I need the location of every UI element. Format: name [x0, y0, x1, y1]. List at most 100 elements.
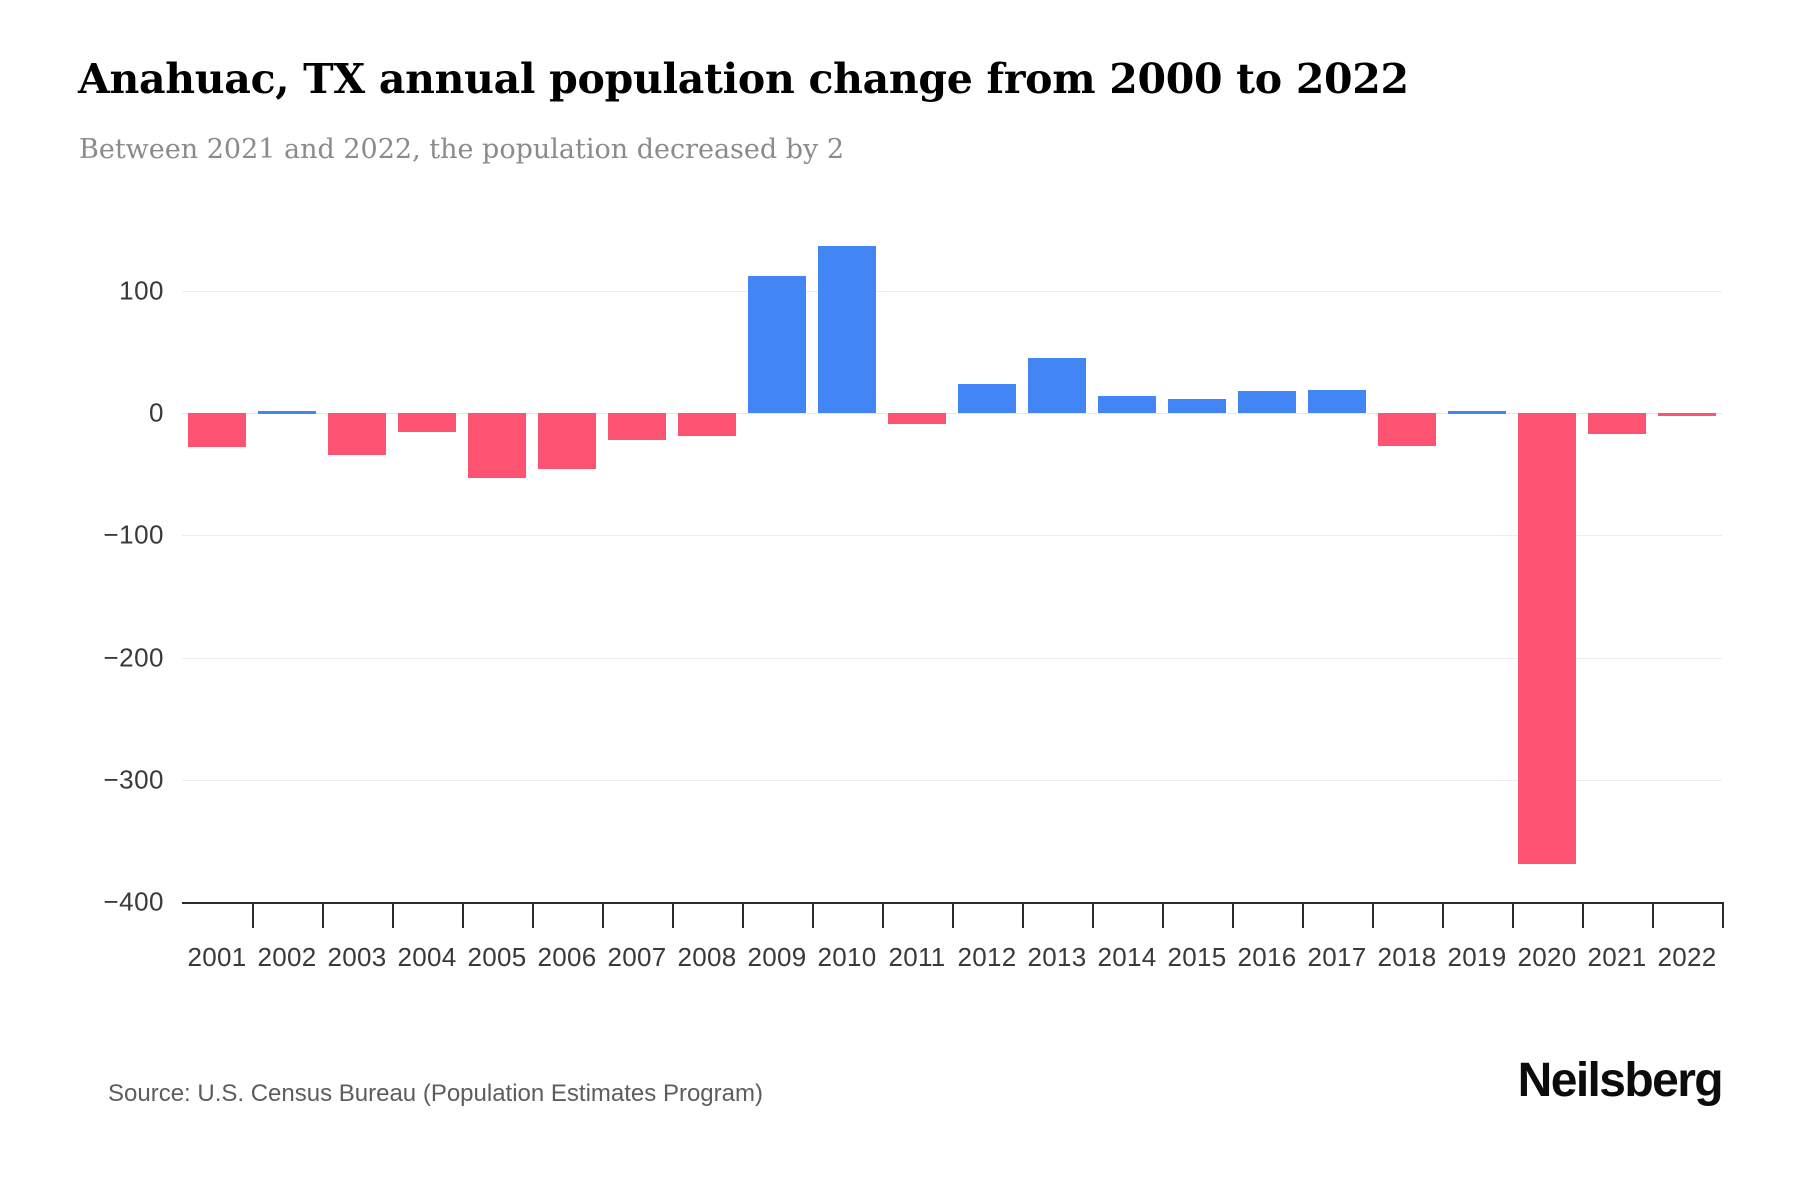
x-axis-tick: [952, 902, 954, 928]
x-axis-tick-label: 2003: [327, 942, 387, 972]
x-axis-tick-label: 2005: [467, 942, 527, 972]
bar-slot[interactable]: [182, 230, 252, 902]
bar[interactable]: [398, 413, 456, 432]
brand-logo: Neilsberg: [1517, 1054, 1724, 1107]
x-axis-tick-label: 2022: [1657, 942, 1717, 972]
x-axis-tick-label: 2019: [1447, 942, 1507, 972]
bar[interactable]: [818, 245, 876, 414]
bar-slot[interactable]: [812, 230, 882, 902]
bar-slot[interactable]: [882, 230, 952, 902]
bar[interactable]: [1308, 390, 1366, 414]
bar-slot[interactable]: [322, 230, 392, 902]
bar[interactable]: [328, 413, 386, 455]
x-axis-tick-label: 2015: [1167, 942, 1227, 972]
x-axis-tick-label: 2018: [1377, 942, 1437, 972]
bar-slot[interactable]: [1232, 230, 1302, 902]
bar-slot[interactable]: [1162, 230, 1232, 902]
x-axis-tick: [252, 902, 254, 928]
x-axis-tick: [602, 902, 604, 928]
bar-slot[interactable]: [602, 230, 672, 902]
bar-slot[interactable]: [1442, 230, 1512, 902]
x-axis-tick-label: 2021: [1587, 942, 1647, 972]
y-axis-tick-label: −100: [103, 519, 164, 550]
x-axis-tick: [1302, 902, 1304, 928]
bar[interactable]: [468, 413, 526, 479]
x-axis-tick-label: 2017: [1307, 942, 1367, 972]
bar[interactable]: [608, 413, 666, 441]
bar[interactable]: [958, 383, 1016, 414]
x-axis-tick-label: 2010: [817, 942, 877, 972]
bar[interactable]: [1448, 410, 1506, 414]
x-axis-tick: [1442, 902, 1444, 928]
x-axis-tick: [882, 902, 884, 928]
bar-slot[interactable]: [1372, 230, 1442, 902]
bar[interactable]: [888, 413, 946, 425]
bar[interactable]: [538, 413, 596, 470]
x-axis-tick: [1582, 902, 1584, 928]
bar-slot[interactable]: [462, 230, 532, 902]
y-axis-tick-label: −200: [103, 642, 164, 673]
bar[interactable]: [678, 413, 736, 437]
bar[interactable]: [1098, 396, 1156, 414]
bar-slot[interactable]: [1582, 230, 1652, 902]
bar[interactable]: [1518, 413, 1576, 865]
bar-slot[interactable]: [252, 230, 322, 902]
x-axis-tick-label: 2012: [957, 942, 1017, 972]
bar[interactable]: [1588, 413, 1646, 435]
x-axis-tick: [1232, 902, 1234, 928]
bar-slot[interactable]: [952, 230, 1022, 902]
x-axis-tick: [462, 902, 464, 928]
gridline: [182, 657, 1722, 659]
x-axis-tick-label: 2008: [677, 942, 737, 972]
bar[interactable]: [1658, 413, 1716, 417]
bar[interactable]: [1378, 413, 1436, 447]
x-axis-tick-label: 2020: [1517, 942, 1577, 972]
bar-slot[interactable]: [532, 230, 602, 902]
gridline: [182, 413, 1722, 415]
x-axis-tick: [1512, 902, 1514, 928]
x-axis-tick-label: 2014: [1097, 942, 1157, 972]
page-title: Anahuac, TX annual population change fro…: [78, 55, 1409, 103]
x-axis-tick-label: 2013: [1027, 942, 1087, 972]
y-axis-tick-label: −300: [103, 764, 164, 795]
bar-slot[interactable]: [392, 230, 462, 902]
x-axis-tick-label: 2007: [607, 942, 667, 972]
bar-slot[interactable]: [742, 230, 812, 902]
x-axis-tick-label: 2004: [397, 942, 457, 972]
x-axis-tick: [1162, 902, 1164, 928]
y-axis-tick-label: −400: [103, 886, 164, 917]
bar[interactable]: [1238, 391, 1296, 414]
x-axis-tick-label: 2016: [1237, 942, 1297, 972]
x-axis-tick: [392, 902, 394, 928]
x-axis-tick: [1092, 902, 1094, 928]
bar-slot[interactable]: [672, 230, 742, 902]
gridline: [182, 779, 1722, 781]
y-axis-tick-label: 100: [119, 275, 164, 306]
y-axis-tick-label: 0: [149, 397, 164, 428]
bar[interactable]: [258, 410, 316, 414]
x-axis-tick-label: 2001: [187, 942, 247, 972]
x-axis-tick: [672, 902, 674, 928]
plot-area: 100 0 −100 −200 −300 −400 2001 2002 2003 2004 200…: [103, 230, 1724, 972]
bar[interactable]: [1168, 398, 1226, 414]
x-axis-tick-label: 2011: [888, 942, 946, 972]
bar-slot[interactable]: [1512, 230, 1582, 902]
bar[interactable]: [1028, 358, 1086, 414]
bar-group: [182, 230, 1722, 902]
x-axis-tick-label: 2006: [537, 942, 597, 972]
bar[interactable]: [748, 276, 806, 414]
bar-slot[interactable]: [1302, 230, 1372, 902]
bar-slot[interactable]: [1022, 230, 1092, 902]
gridline: [182, 291, 1722, 293]
gridline: [182, 535, 1722, 537]
x-axis-tick-label: 2009: [747, 942, 807, 972]
chart-subtitle: Between 2021 and 2022, the population de…: [79, 134, 845, 165]
bar-slot[interactable]: [1652, 230, 1722, 902]
x-axis-tick: [532, 902, 534, 928]
bar[interactable]: [188, 413, 246, 448]
x-axis-tick: [1372, 902, 1374, 928]
x-axis-tick: [322, 902, 324, 928]
bar-slot[interactable]: [1092, 230, 1162, 902]
source-note: Source: U.S. Census Bureau (Population E…: [108, 1080, 763, 1107]
